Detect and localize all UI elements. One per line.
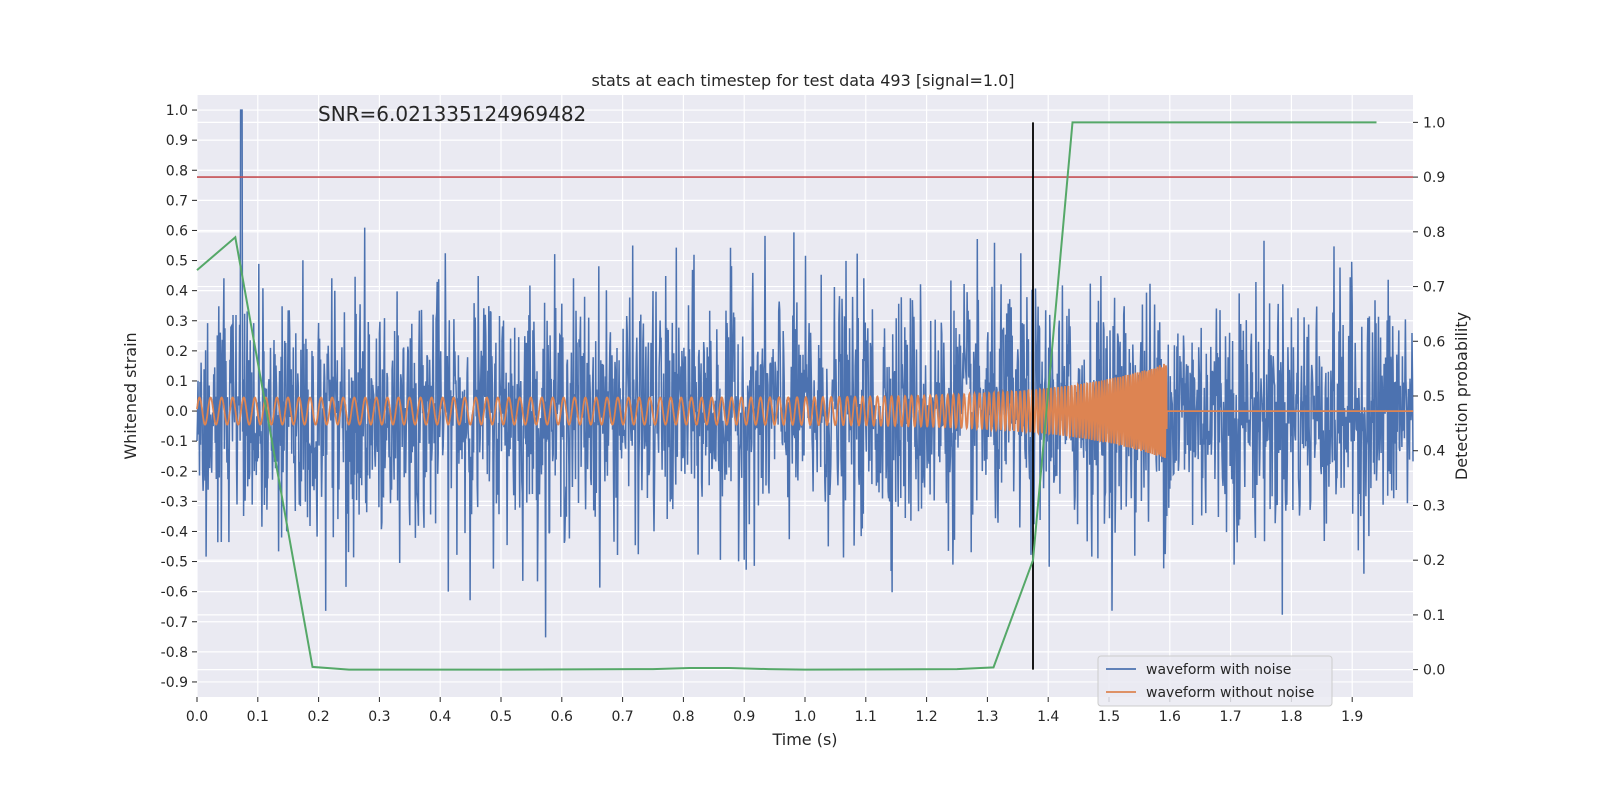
y-tick-label-left: 0.9: [166, 133, 188, 149]
y-axis-label-left: Whitened strain: [121, 332, 140, 459]
snr-annotation: SNR=6.021335124969482: [318, 102, 586, 126]
y-tick-label-right: 1.0: [1423, 115, 1445, 131]
x-tick-label: 0.6: [551, 709, 573, 725]
legend-box: [1097, 655, 1333, 707]
y-tick-label-left: 0.7: [166, 193, 188, 209]
legend-label-clean: waveform without noise: [1146, 685, 1314, 701]
detection-probability-line: [196, 121, 1377, 671]
x-tick-label: 1.5: [1098, 709, 1120, 725]
y-tick-label-left: -0.9: [161, 675, 188, 691]
x-tick-label: 0.2: [307, 709, 329, 725]
y-tick-label-left: 0.8: [166, 163, 188, 179]
x-axis-label: Time (s): [771, 730, 837, 749]
y-tick-label-right: 0.3: [1423, 498, 1445, 514]
y-tick-label-left: -0.5: [161, 555, 188, 571]
x-tick-label: 0.5: [490, 709, 512, 725]
x-tick-label: 0.0: [186, 709, 208, 725]
x-tick-label: 0.3: [368, 709, 390, 725]
y-tick-label-left: -0.1: [161, 434, 188, 450]
x-tick-label: 1.4: [1037, 709, 1059, 725]
noisy-waveform-line: [196, 109, 1414, 638]
y-tick-label-left: -0.8: [161, 645, 188, 661]
y-tick-label-right: 0.0: [1423, 663, 1445, 679]
x-tick-label: 1.9: [1341, 709, 1363, 725]
y-tick-label-right: 0.8: [1423, 225, 1445, 241]
x-tick-label: 1.0: [794, 709, 816, 725]
x-tick-label: 1.2: [915, 709, 937, 725]
detection-probability-series: [196, 121, 1377, 671]
x-tick-label: 1.6: [1159, 709, 1181, 725]
x-tick-label: 1.1: [855, 709, 877, 725]
y-tick-label-left: -0.7: [161, 615, 188, 631]
y-tick-label-right: 0.4: [1423, 444, 1445, 460]
y-axis-label-right: Detection probability: [1452, 312, 1471, 480]
y-tick-label-right: 0.9: [1423, 170, 1445, 186]
x-tick-label: 0.8: [672, 709, 694, 725]
x-tick-label: 1.3: [976, 709, 998, 725]
x-tick-label: 1.8: [1280, 709, 1302, 725]
y-tick-label-left: -0.6: [161, 585, 188, 601]
overlay-lines: [197, 122, 1413, 670]
y-tick-label-right: 0.1: [1423, 608, 1445, 624]
y-tick-label-left: 0.6: [166, 223, 188, 239]
y-tick-label-left: 0.3: [166, 314, 188, 330]
legend-label-noisy: waveform with noise: [1146, 662, 1291, 678]
y-tick-label-left: 0.4: [166, 284, 188, 300]
y-tick-label-right: 0.6: [1423, 334, 1445, 350]
y-tick-label-left: -0.2: [161, 464, 188, 480]
chart-title: stats at each timestep for test data 493…: [591, 71, 1014, 90]
y-tick-label-left: 0.5: [166, 254, 188, 270]
y-tick-label-left: -0.4: [161, 524, 188, 540]
noisy-waveform-series: [196, 109, 1414, 638]
clean-waveform-line: [196, 363, 1413, 459]
x-tick-label: 1.7: [1219, 709, 1241, 725]
y-tick-label-left: 0.1: [166, 374, 188, 390]
y-tick-label-left: 1.0: [166, 103, 188, 119]
x-tick-label: 0.1: [247, 709, 269, 725]
legend: waveform with noise waveform without noi…: [1097, 655, 1333, 707]
y-tick-label-right: 0.7: [1423, 280, 1445, 296]
x-tick-label: 0.9: [733, 709, 755, 725]
clean-waveform-series: [196, 363, 1413, 459]
grid: [196, 95, 1413, 697]
y-tick-label-left: 0.0: [166, 404, 188, 420]
y-tick-label-right: 0.5: [1423, 389, 1445, 405]
x-tick-label: 0.4: [429, 709, 451, 725]
x-tick-label: 0.7: [611, 709, 633, 725]
y-tick-label-right: 0.2: [1423, 553, 1445, 569]
y-tick-label-left: 0.2: [166, 344, 188, 360]
axes: 0.0 0.1 0.2 0.3 0.4 0.5 0.6 0.7 0.8 0.9 1.0 1.1 1.2 1…: [161, 103, 1446, 725]
y-tick-label-left: -0.3: [161, 494, 188, 510]
